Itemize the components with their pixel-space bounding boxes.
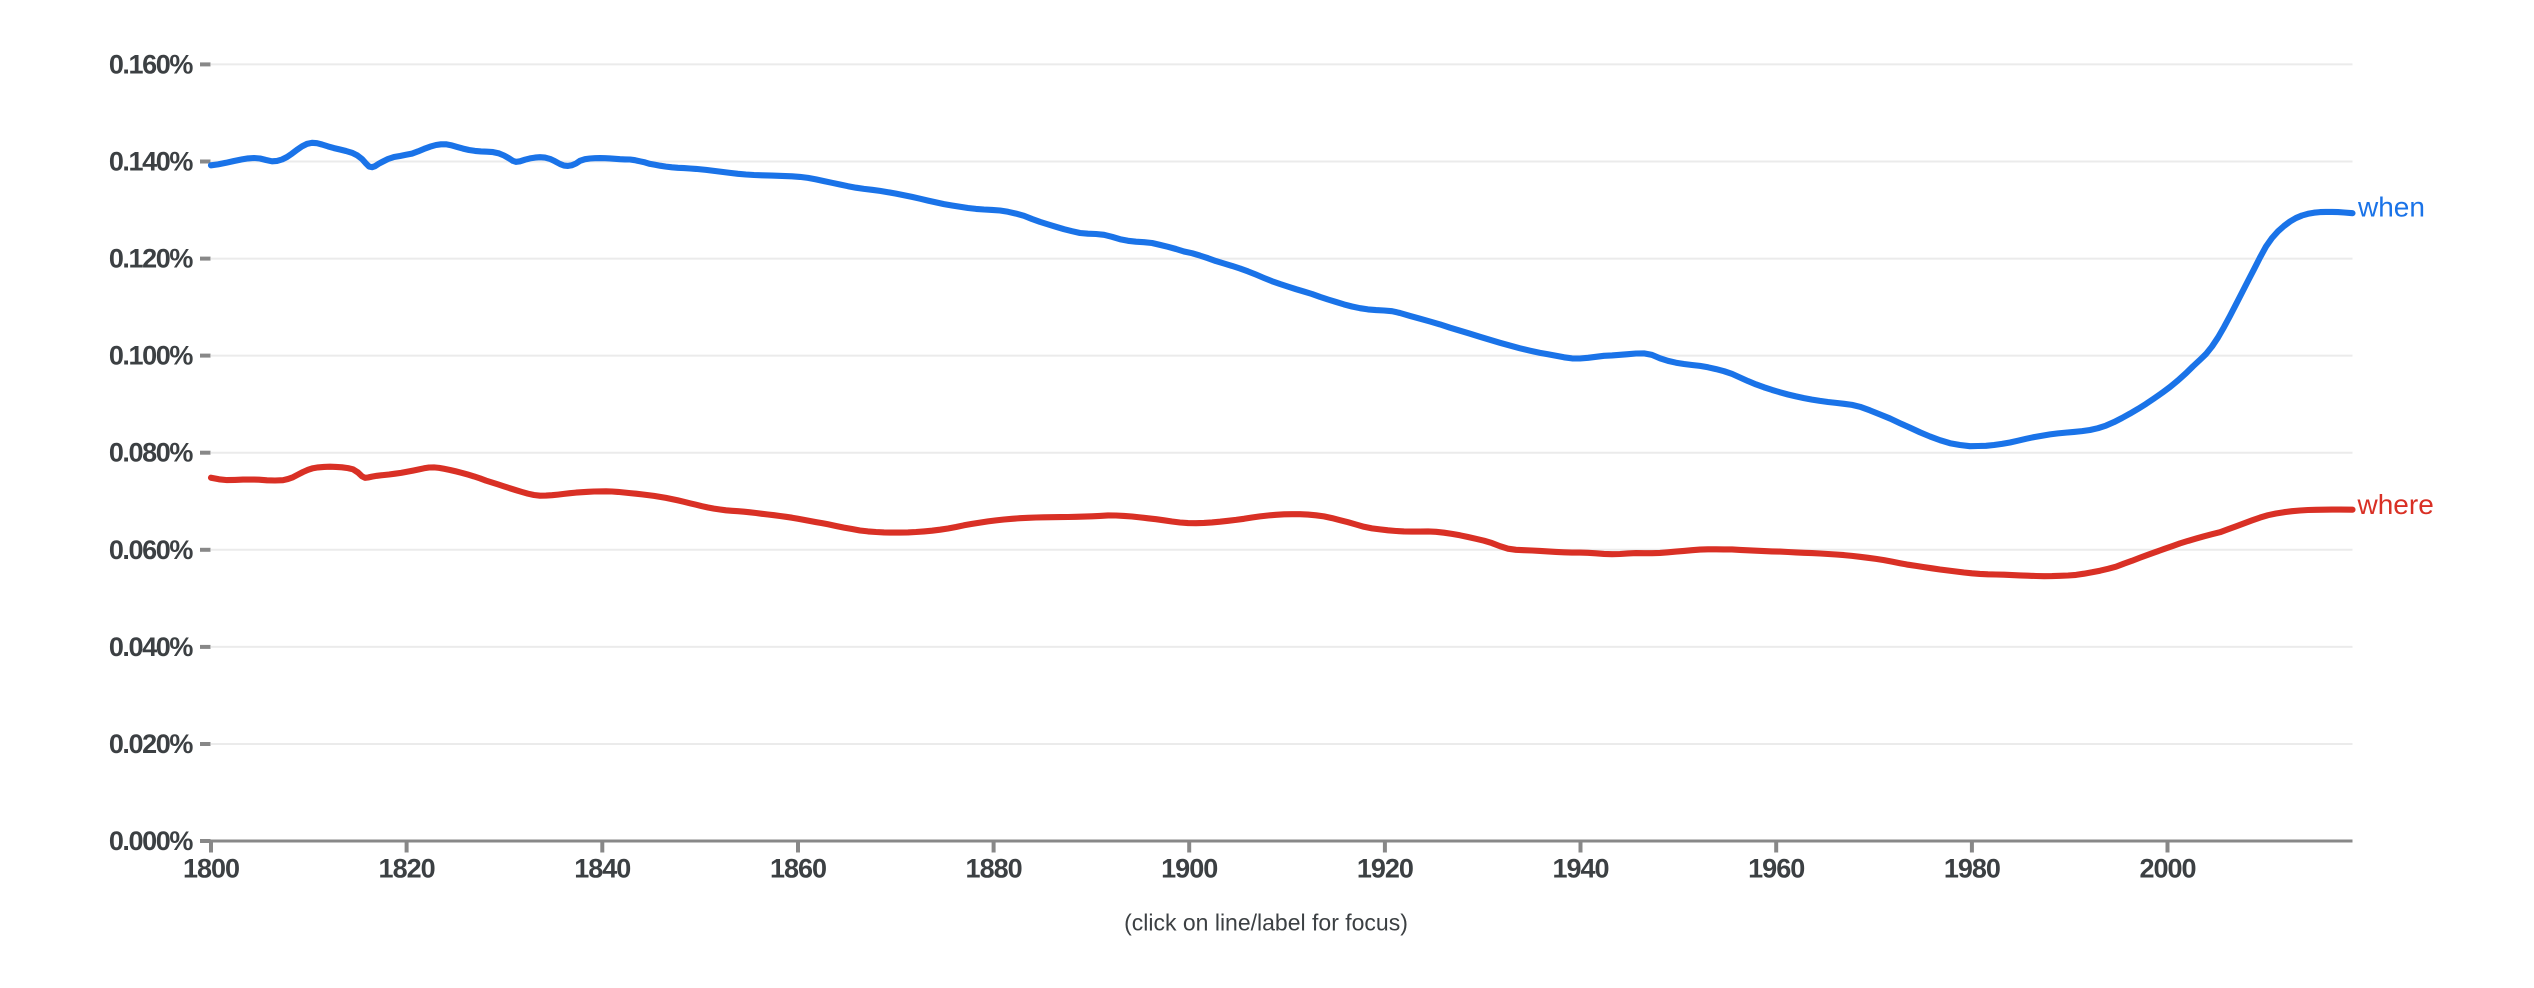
svg-text:0.140%: 0.140% [109,147,194,177]
svg-text:1920: 1920 [1357,854,1413,884]
svg-text:1860: 1860 [770,854,826,884]
svg-text:0.000%: 0.000% [109,826,194,856]
svg-text:0.100%: 0.100% [109,341,194,371]
svg-text:0.160%: 0.160% [109,49,194,79]
svg-text:when: when [2357,192,2425,223]
svg-text:0.020%: 0.020% [109,729,194,759]
svg-text:0.060%: 0.060% [109,535,194,565]
svg-text:1880: 1880 [966,854,1022,884]
svg-text:2000: 2000 [2139,854,2195,884]
svg-text:0.040%: 0.040% [109,632,194,662]
svg-text:1840: 1840 [574,854,630,884]
svg-text:1980: 1980 [1944,854,2000,884]
svg-text:where: where [2357,489,2434,520]
svg-text:1960: 1960 [1748,854,1804,884]
svg-text:(click on line/label for focus: (click on line/label for focus) [1124,910,1408,936]
svg-text:1800: 1800 [183,854,239,884]
svg-text:1820: 1820 [379,854,435,884]
svg-text:1900: 1900 [1161,854,1217,884]
svg-text:0.120%: 0.120% [109,244,194,274]
svg-text:1940: 1940 [1552,854,1608,884]
svg-text:0.080%: 0.080% [109,438,194,468]
